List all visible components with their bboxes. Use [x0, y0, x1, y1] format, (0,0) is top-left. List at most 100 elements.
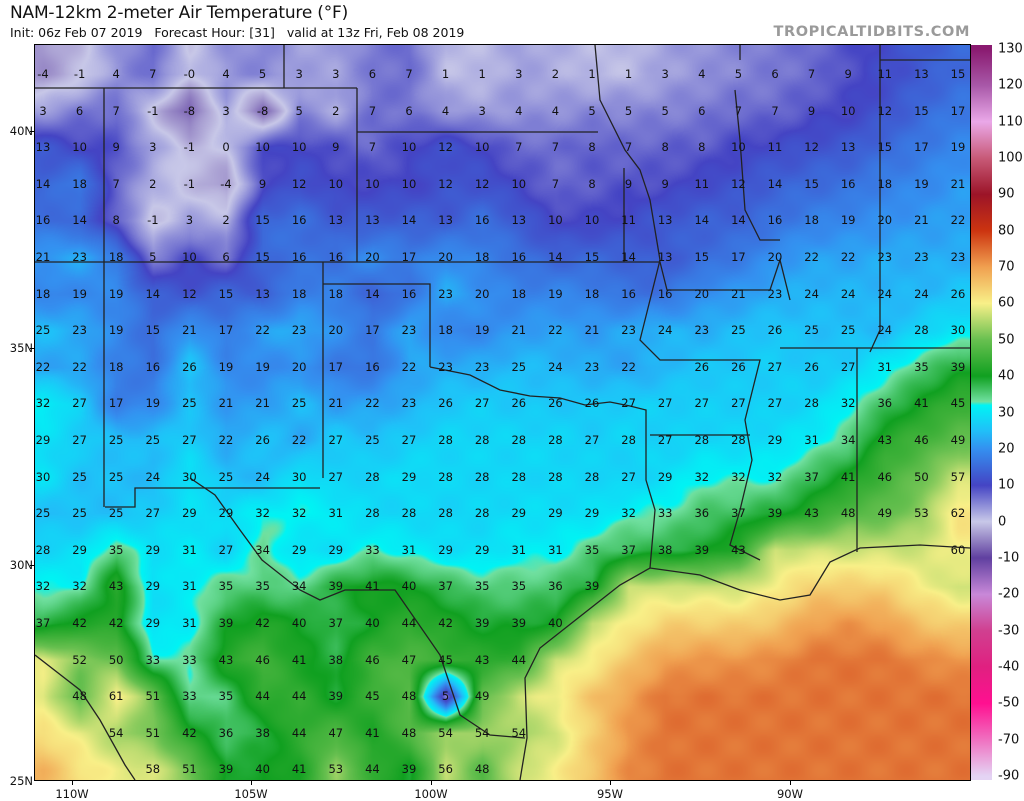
temperature-value: 30: [35, 469, 51, 484]
temperature-value: 36: [218, 725, 234, 740]
temperature-value: 26: [511, 396, 527, 411]
temperature-value: 9: [844, 67, 852, 81]
temperature-value: 37: [328, 616, 344, 630]
temperature-value: 10: [182, 250, 197, 264]
temperature-value: 38: [328, 652, 344, 667]
temperature-value: 0: [222, 140, 230, 155]
temperature-value: 39: [767, 506, 783, 521]
temperature-value: 18: [474, 250, 490, 264]
temperature-value: 19: [950, 140, 966, 155]
temperature-value: 37: [804, 469, 819, 484]
temperature-value: 32: [694, 469, 710, 484]
temperature-value: 39: [694, 542, 710, 557]
temperature-value: 15: [914, 103, 929, 118]
temperature-value: 18: [511, 286, 527, 301]
temperature-value: 43: [108, 579, 124, 594]
lat-label: 25N: [9, 774, 33, 788]
temperature-value: 23: [877, 250, 893, 264]
temperature-value: 10: [840, 103, 856, 118]
temperature-value: 18: [584, 286, 600, 301]
temperature-value: 7: [368, 103, 377, 118]
colorbar-label: -70: [998, 732, 1020, 748]
temperature-value: 38: [255, 725, 270, 740]
temperature-value: 33: [365, 542, 380, 557]
temperature-value: 37: [731, 506, 746, 521]
temperature-value: 28: [621, 433, 636, 447]
temperature-value: 27: [767, 359, 783, 374]
temperature-value: 29: [511, 506, 527, 521]
temperature-value: 1: [588, 67, 596, 81]
temperature-value: 7: [734, 103, 743, 118]
temperature-value: 31: [401, 542, 417, 557]
temperature-value: 14: [401, 213, 417, 228]
temperature-value: 28: [438, 506, 453, 521]
temperature-value: 9: [624, 176, 633, 191]
temperature-value: 25: [108, 506, 124, 521]
temperature-value: 33: [182, 652, 197, 667]
temperature-value: 9: [112, 140, 120, 155]
temperature-value: 27: [840, 359, 856, 374]
temperature-value: 45: [438, 652, 453, 667]
temperature-value: 22: [365, 396, 380, 411]
temperature-value: 3: [149, 140, 157, 155]
temperature-value: 29: [328, 542, 344, 557]
temperature-value: 12: [438, 140, 453, 155]
temperature-value: 19: [218, 359, 234, 374]
colorbar-label: 40: [998, 368, 1015, 384]
temperature-value: 21: [218, 396, 234, 411]
temperature-value: 44: [511, 652, 527, 667]
temperature-value: 16: [474, 213, 490, 228]
temperature-value: 23: [914, 250, 929, 264]
temperature-value: 4: [515, 103, 523, 118]
temperature-value: 54: [511, 725, 527, 740]
temperature-value: 19: [548, 286, 563, 301]
temperature-value: 27: [72, 396, 87, 411]
temperature-value: 6: [771, 67, 779, 81]
temperature-value: 12: [731, 176, 746, 191]
temperature-value: 10: [365, 176, 380, 191]
temperature-value: 10: [731, 140, 746, 155]
temperature-value: 23: [401, 396, 417, 411]
temperature-value: 26: [950, 286, 966, 301]
temperature-value: 35: [511, 579, 527, 594]
border-line: [35, 45, 625, 508]
map-subtitle: Init: 06z Feb 07 2019 Forecast Hour: [31…: [10, 25, 465, 40]
temperature-value: 49: [877, 506, 893, 521]
temperature-value: -1: [73, 67, 86, 81]
temperature-value: 20: [365, 250, 380, 264]
colorbar-label: -10: [998, 550, 1020, 566]
temperature-value: 13: [35, 140, 51, 155]
red-river-border: [429, 366, 656, 569]
temperature-value: 24: [914, 286, 929, 301]
temperature-value: 41: [365, 579, 380, 594]
temperature-value: 16: [328, 250, 344, 264]
axis-tick: [30, 131, 35, 132]
axis-tick: [790, 780, 791, 785]
temperature-value: 26: [694, 359, 710, 374]
temperature-value: 32: [291, 506, 307, 521]
temperature-value: 5: [624, 103, 633, 118]
temperature-value: 10: [474, 140, 490, 155]
temperature-value: -4: [37, 67, 49, 81]
temperature-value: 40: [401, 579, 417, 594]
temperature-value: 35: [255, 579, 270, 594]
temperature-value: -1: [183, 140, 196, 155]
temperature-value: 39: [474, 616, 490, 630]
temperature-value: 23: [474, 359, 490, 374]
temperature-value: 46: [914, 433, 929, 447]
temperature-value: 25: [182, 396, 197, 411]
temperature-value: 31: [511, 542, 527, 557]
temperature-value: 28: [804, 396, 819, 411]
temperature-value: 57: [950, 469, 966, 484]
temperature-value: 29: [438, 542, 453, 557]
colorbar-label: -50: [998, 695, 1020, 711]
temperature-value: 15: [804, 176, 819, 191]
temperature-value: 26: [548, 396, 563, 411]
temperature-value: 27: [657, 396, 673, 411]
temperature-value: 23: [72, 323, 87, 338]
temperature-value: 37: [438, 579, 453, 594]
temperature-value: 48: [840, 506, 856, 521]
temperature-value: 7: [551, 140, 560, 155]
temperature-value: 54: [438, 725, 453, 740]
temperature-value: 3: [515, 67, 523, 81]
